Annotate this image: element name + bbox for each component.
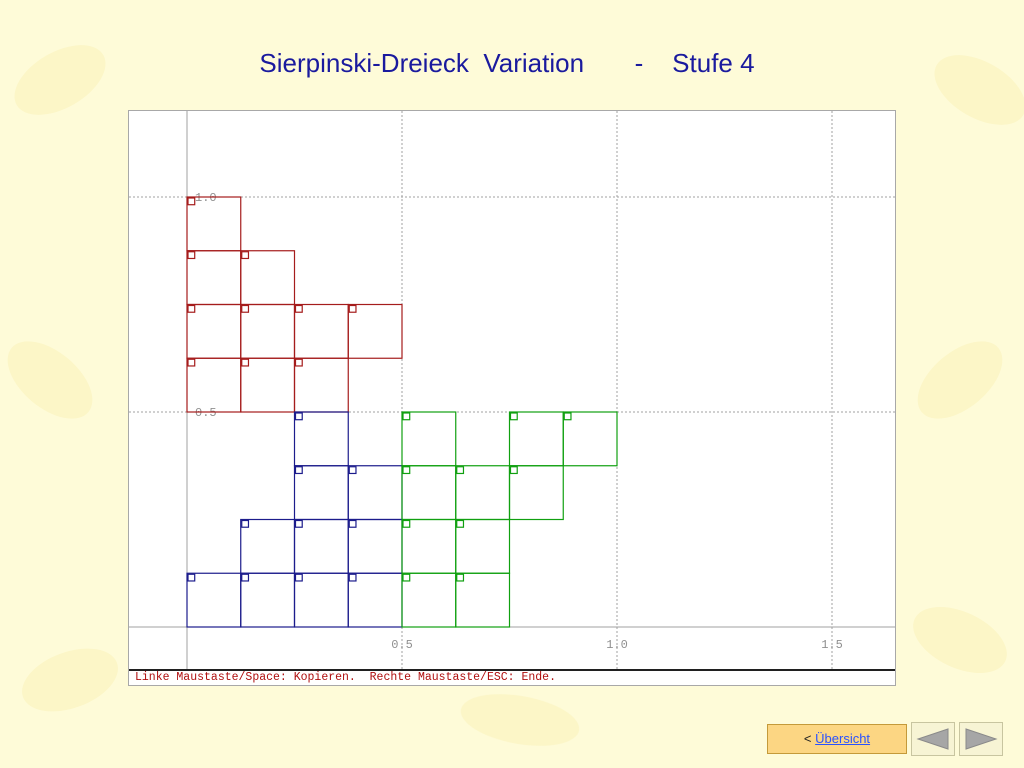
x-tick-label: 0.5 [391,638,413,652]
slide-navigation: < Übersicht [767,722,1003,756]
green-fractal-square [508,465,564,521]
red-fractal-subsquare [187,304,196,313]
blue-fractal-subsquare [348,466,357,475]
fractal-canvas[interactable]: 0.5 1.0 1.5 0.5 1.0 [129,111,895,669]
red-fractal-subsquare [294,358,303,367]
blue-fractal-subsquare [294,573,303,582]
status-bar: Linke Maustaste/Space: Kopieren. Rechte … [129,669,895,685]
y-tick-label: 0.5 [195,406,217,420]
green-fractal-square [455,572,511,628]
green-fractal-subsquare [402,412,411,421]
red-fractal-subsquare [348,304,357,313]
overview-link[interactable]: Übersicht [815,731,871,746]
blue-fractal-subsquare [241,519,250,528]
prev-slide-button[interactable] [911,722,955,756]
blue-fractal-subsquare [348,519,357,528]
y-tick-label: 1.0 [195,191,217,205]
overview-prefix: < [803,731,812,746]
red-fractal-subsquare [241,251,250,260]
green-fractal-subsquare [402,573,411,582]
red-fractal-subsquare [187,197,196,206]
x-tick-label: 1.0 [606,638,628,652]
green-fractal-subsquare [456,519,465,528]
fractal-app-window[interactable]: 0.5 1.0 1.5 0.5 1.0 Linke Maustaste/Space: K… [128,110,896,686]
green-fractal-subsquare [402,519,411,528]
blue-fractal-subsquare [294,519,303,528]
green-fractal-subsquare [456,466,465,475]
x-tick-label: 1.5 [821,638,843,652]
overview-nav: < Übersicht [767,724,907,754]
red-fractal-subsquare [241,304,250,313]
green-fractal-subsquare [456,573,465,582]
red-fractal-subsquare [241,358,250,367]
page-title: Sierpinski-Dreieck Variation - Stufe 4 [259,48,755,78]
green-fractal-square [562,411,618,467]
blue-fractal-subsquare [241,573,250,582]
blue-fractal-subsquare [294,412,303,421]
green-fractal-subsquare [402,466,411,475]
blue-fractal-subsquare [187,573,196,582]
blue-fractal-subsquare [348,573,357,582]
red-fractal-subsquare [294,304,303,313]
red-fractal-subsquare [187,358,196,367]
green-fractal-subsquare [509,412,518,421]
red-fractal-square [347,303,403,359]
triangle-right-icon [965,728,998,750]
triangle-left-icon [916,728,949,750]
green-fractal-subsquare [563,412,572,421]
green-fractal-subsquare [509,466,518,475]
red-fractal-subsquare [187,251,196,260]
next-slide-button[interactable] [959,722,1003,756]
blue-fractal-subsquare [294,466,303,475]
